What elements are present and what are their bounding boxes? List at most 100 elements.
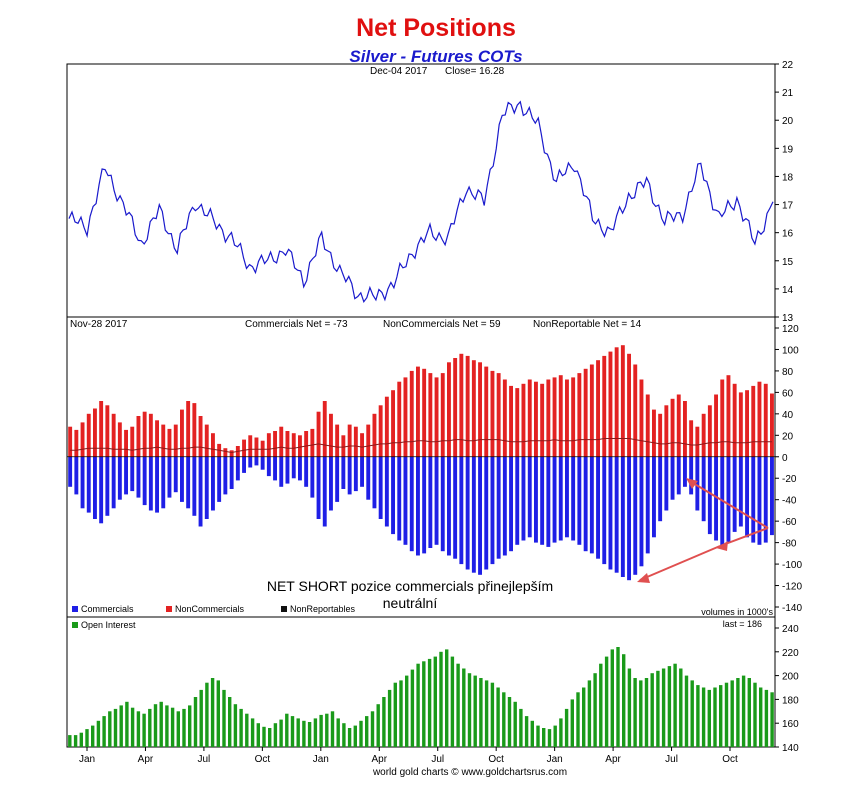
commercials-bar xyxy=(720,456,725,548)
commercials-bar xyxy=(534,456,538,543)
net-y-tick-label-0: -140 xyxy=(782,603,802,614)
open-interest-bar xyxy=(610,649,614,747)
commercials-bar xyxy=(652,456,656,538)
noncommercials-bar xyxy=(304,431,309,457)
noncommercials-bar xyxy=(198,416,203,457)
noncommercials-bar xyxy=(285,431,290,457)
open-interest-bar xyxy=(393,682,397,747)
open-interest-bar xyxy=(490,682,495,747)
annotation-text-line2: neutrální xyxy=(383,595,438,611)
commercials-bar xyxy=(434,456,439,545)
noncommercials-bar xyxy=(254,437,259,457)
noncommercials-bar xyxy=(440,373,445,457)
noncommercials-bar xyxy=(490,370,495,457)
open-interest-bar xyxy=(102,716,106,747)
noncommercials-bar xyxy=(434,377,439,457)
open-interest-bar xyxy=(148,708,152,747)
open-interest-bar xyxy=(405,675,409,747)
noncommercials-bar xyxy=(757,381,762,457)
legend-label-commercials: Commercials xyxy=(81,604,134,614)
commercials-bar xyxy=(266,456,271,477)
commercials-bar xyxy=(496,456,501,559)
net-y-tick-label-11: 80 xyxy=(782,367,794,378)
open-interest-bar xyxy=(136,711,141,747)
open-interest-bar xyxy=(96,720,101,747)
commercials-bar xyxy=(490,456,495,565)
noncommercials-bar xyxy=(204,424,209,457)
commercials-bar xyxy=(86,456,91,513)
commercials-bar xyxy=(478,456,482,575)
net-y-tick-label-3: -80 xyxy=(782,539,797,550)
open-interest-bar xyxy=(445,649,449,747)
open-interest-bar xyxy=(387,689,392,747)
x-tick-label-2: Jul xyxy=(198,754,211,765)
noncommercials-bar xyxy=(714,394,718,457)
chart-title: Net Positions xyxy=(356,14,516,42)
noncommercials-bar xyxy=(614,347,619,457)
noncommercials-bar xyxy=(99,401,104,457)
noncommercials-bar xyxy=(74,429,79,457)
noncommercials-bar xyxy=(186,401,191,457)
commercials-bar xyxy=(161,456,166,509)
open-interest-bar xyxy=(73,735,78,747)
noncommercials-bar xyxy=(745,390,749,457)
noncommercials-bar xyxy=(552,377,557,457)
open-interest-bar xyxy=(359,720,363,747)
commercials-bar xyxy=(124,456,128,495)
commercials-bar xyxy=(695,456,700,511)
open-interest-bar xyxy=(513,701,517,747)
noncommercials-bar xyxy=(770,393,774,457)
noncommercials-bar xyxy=(124,429,128,457)
commercials-bar xyxy=(273,456,277,481)
x-tick-label-11: Oct xyxy=(722,754,738,765)
open-interest-bar xyxy=(661,668,666,747)
commercials-bar xyxy=(552,456,557,543)
commercials-bar xyxy=(527,456,532,538)
net-y-tick-label-9: 40 xyxy=(782,410,794,421)
open-interest-bar xyxy=(701,687,706,747)
x-tick-label-4: Jan xyxy=(313,754,329,765)
noncommercials-bar xyxy=(242,439,246,457)
open-interest-bar xyxy=(696,685,700,747)
commercials-bar xyxy=(117,456,122,500)
commercials-bar xyxy=(515,456,520,545)
commercials-bar xyxy=(633,456,638,575)
open-interest-bar xyxy=(599,663,603,747)
open-interest-bar xyxy=(210,678,215,747)
open-interest-bar xyxy=(450,656,455,747)
noncommercials-bar xyxy=(496,373,501,457)
open-interest-bar xyxy=(724,682,729,747)
legend-swatch-open-interest xyxy=(72,622,78,628)
open-interest-bar xyxy=(770,692,774,747)
price-y-tick-label-7: 20 xyxy=(782,116,794,127)
open-interest-bar xyxy=(188,705,192,747)
noncommercials-bar xyxy=(608,351,613,457)
open-interest-bar xyxy=(559,718,563,747)
noncommercials-bar xyxy=(298,435,302,457)
open-interest-bar xyxy=(370,711,375,747)
open-interest-bar xyxy=(524,716,529,747)
annotation-arrowhead-2 xyxy=(716,541,728,551)
net-y-tick-label-8: 20 xyxy=(782,431,794,442)
noncommercials-bar xyxy=(192,403,197,457)
noncommercials-bar xyxy=(416,366,420,457)
open-interest-bar xyxy=(353,725,357,747)
open-interest-bar xyxy=(216,680,220,747)
commercials-bar xyxy=(757,456,762,545)
open-interest-bar xyxy=(650,673,654,747)
noncommercials-bar xyxy=(291,433,296,457)
noncommercials-bar xyxy=(732,383,737,457)
open-interest-bar xyxy=(319,714,323,747)
open-interest-bar xyxy=(85,729,89,747)
noncommercials-bar xyxy=(279,426,284,457)
noncommercials-bar xyxy=(478,362,482,457)
noncommercials-bar xyxy=(347,424,352,457)
oi-y-tick-label-0: 140 xyxy=(782,743,799,754)
noncommercials-bar xyxy=(639,379,644,457)
commercials-bar xyxy=(99,456,104,524)
noncommercials-bar xyxy=(577,373,582,457)
price-y-tick-label-9: 22 xyxy=(782,60,794,71)
commercials-bar xyxy=(372,456,377,509)
commercials-bar xyxy=(186,456,191,509)
open-interest-bar xyxy=(325,713,329,747)
